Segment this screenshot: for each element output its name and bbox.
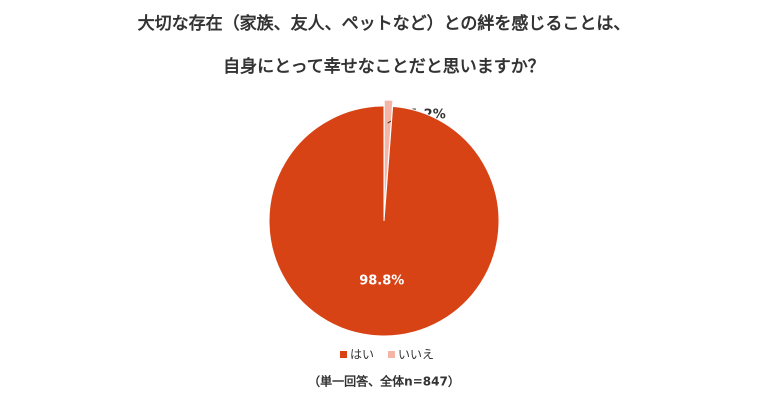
legend-swatch — [340, 351, 347, 358]
legend-label: はい — [350, 348, 374, 362]
chart-title: 大切な存在（家族、友人、ペットなど）との絆を感じることは、 — [138, 13, 631, 34]
legend-label: いいえ — [398, 348, 434, 362]
note: （単一回答、全体n=847） — [308, 374, 460, 389]
chart-title: 自身にとって幸せなことだと思いますか？ — [223, 56, 545, 77]
legend-swatch — [388, 351, 396, 358]
data-label: 98.8% — [359, 273, 404, 288]
pie-slice — [268, 105, 500, 337]
